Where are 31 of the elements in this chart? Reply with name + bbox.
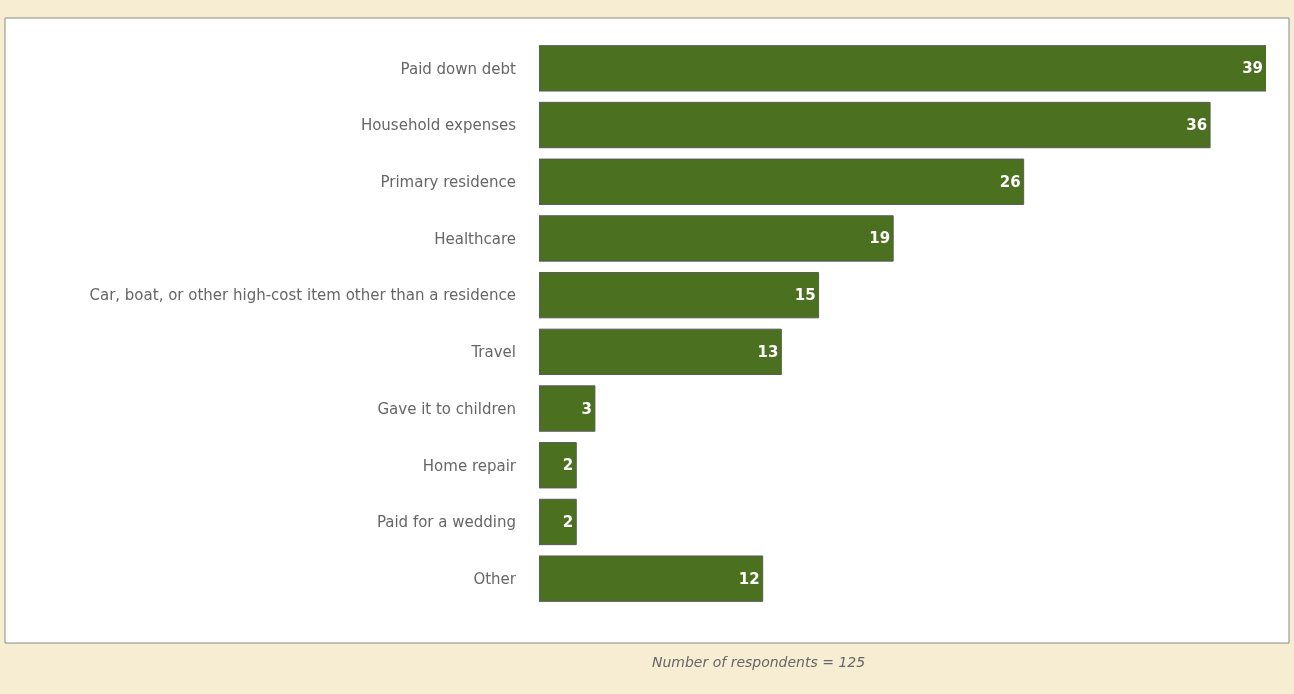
y-tick-label: Home repair [422, 456, 517, 475]
y-tick-label: Household expenses [360, 116, 517, 135]
data-label: 2 [562, 512, 574, 531]
y-tick-label: Paid down debt [400, 59, 517, 78]
data-label: 2 [562, 456, 574, 475]
y-tick-label: Other [473, 569, 517, 588]
y-tick-label: Travel [470, 343, 516, 362]
data-label: 19 [869, 229, 891, 248]
bar [539, 385, 596, 432]
bar [539, 442, 577, 489]
data-label: 12 [738, 569, 760, 588]
bar [539, 555, 764, 602]
y-tick-label: Healthcare [434, 229, 516, 248]
data-label: 39 [1242, 59, 1263, 78]
data-label: 26 [999, 172, 1021, 191]
bar [539, 498, 577, 546]
data-label: 15 [794, 286, 816, 305]
bar [539, 45, 1266, 92]
bar [539, 271, 820, 319]
data-label: 36 [1186, 116, 1208, 135]
y-tick-label: Car, boat, or other high-cost item other than a residence [89, 286, 516, 305]
y-tick-label: Paid for a wedding [376, 513, 516, 532]
bar [539, 158, 1025, 205]
data-label: 3 [581, 399, 592, 418]
y-tick-label: Primary residence [380, 173, 516, 191]
y-tick-label: Gave it to children [377, 399, 516, 418]
bar [539, 215, 894, 262]
text: Number of respondents = 125 [652, 654, 866, 670]
data-label: 13 [757, 342, 779, 361]
bar [539, 328, 782, 376]
bar [539, 101, 1211, 149]
